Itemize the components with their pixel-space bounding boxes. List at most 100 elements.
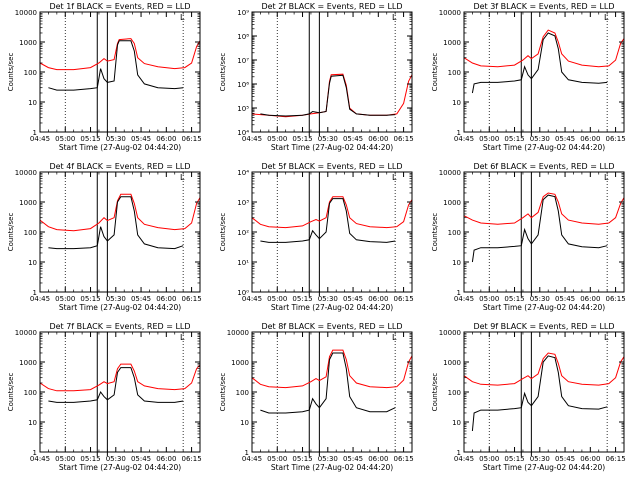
y-tick-label: 1	[33, 289, 37, 297]
x-tick-label: 05:45	[343, 135, 363, 143]
y-tick-label: 1	[33, 129, 37, 137]
y-axis-label: Counts/sec	[431, 53, 439, 92]
y-tick-label: 100	[24, 229, 37, 237]
x-axis-label: Start Time (27-Aug-02 04:44:20)	[271, 463, 393, 472]
x-tick-label: 05:30	[530, 455, 550, 463]
plot-frame	[251, 171, 413, 293]
x-axis-label: Start Time (27-Aug-02 04:44:20)	[483, 463, 605, 472]
series-line-black	[48, 196, 184, 250]
y-tick-label: 10⁷	[237, 57, 249, 65]
y-tick-label: 10	[452, 259, 461, 267]
plot-panel-det1f: Det 1f BLACK = Events, RED = LLD 1 10 100 10…	[7, 2, 202, 152]
x-tick-label: 04:45	[30, 135, 50, 143]
series-line-red	[463, 29, 625, 68]
series-line-red	[39, 193, 201, 232]
series-line-red	[39, 363, 201, 392]
x-tick-label: 04:45	[242, 455, 262, 463]
plot-title: Det 2f BLACK = Events, RED = LLD	[261, 2, 402, 11]
x-tick-label: 05:15	[504, 455, 524, 463]
x-tick-label: 06:00	[156, 135, 176, 143]
plot-panel-det5f: Det 5f BLACK = Events, RED = LLD 10⁰ 10¹ 10…	[219, 162, 414, 312]
x-tick-label: 05:00	[479, 135, 499, 143]
y-tick-label: 10⁸	[237, 33, 249, 41]
plot-panel-det9f: Det 9f BLACK = Events, RED = LLD 1 10 100 10…	[431, 322, 626, 472]
y-tick-label: 10	[452, 419, 461, 427]
x-tick-label: 04:45	[242, 135, 262, 143]
x-tick-label: 05:00	[55, 455, 75, 463]
plot-title: Det 8f BLACK = Events, RED = LLD	[261, 322, 402, 331]
series-line-black	[471, 32, 608, 94]
x-axis-label: Start Time (27-Aug-02 04:44:20)	[271, 143, 393, 152]
x-tick-label: 05:45	[343, 295, 363, 303]
y-axis-label: Counts/sec	[219, 213, 227, 252]
y-tick-label: 100	[448, 69, 461, 77]
x-tick-label: 05:45	[555, 455, 575, 463]
y-tick-label: 1	[33, 449, 37, 457]
y-axis-label: Counts/sec	[431, 373, 439, 412]
x-tick-label: 05:30	[318, 295, 338, 303]
y-tick-label: 100	[448, 229, 461, 237]
plot-frame	[463, 331, 625, 453]
x-tick-label: 06:15	[393, 455, 413, 463]
x-tick-label: 04:45	[454, 455, 474, 463]
series-line-red	[463, 192, 625, 225]
plot-frame	[251, 331, 413, 453]
corner-marker: L	[604, 333, 609, 342]
y-tick-label: 10000	[15, 9, 37, 17]
plot-panel-det7f: Det 7f BLACK = Events, RED = LLD 1 10 100 10…	[7, 322, 202, 472]
x-tick-label: 05:45	[555, 295, 575, 303]
plot-frame	[39, 331, 201, 453]
x-tick-label: 05:30	[530, 135, 550, 143]
corner-marker: L	[180, 173, 185, 182]
x-tick-label: 05:00	[267, 135, 287, 143]
x-tick-label: 06:00	[156, 295, 176, 303]
y-axis-label: Counts/sec	[219, 53, 227, 92]
series-line-black	[471, 355, 608, 432]
plot-frame	[463, 11, 625, 133]
x-tick-label: 05:45	[131, 295, 151, 303]
plot-panel-det3f: Det 3f BLACK = Events, RED = LLD 1 10 100 10…	[431, 2, 626, 152]
y-tick-label: 1000	[443, 359, 461, 367]
y-tick-label: 10²	[237, 229, 249, 237]
y-tick-label: 10	[28, 419, 37, 427]
x-tick-label: 06:00	[156, 455, 176, 463]
series-line-black	[48, 367, 184, 403]
y-tick-label: 10000	[227, 329, 249, 337]
plot-title: Det 4f BLACK = Events, RED = LLD	[49, 162, 190, 171]
y-tick-label: 1	[245, 449, 249, 457]
x-axis-label: Start Time (27-Aug-02 04:44:20)	[59, 303, 181, 312]
y-axis-label: Counts/sec	[431, 213, 439, 252]
plot-title: Det 5f BLACK = Events, RED = LLD	[261, 162, 402, 171]
x-tick-label: 05:30	[106, 455, 126, 463]
x-tick-label: 06:15	[181, 295, 201, 303]
y-axis-label: Counts/sec	[7, 53, 15, 92]
x-axis-label: Start Time (27-Aug-02 04:44:20)	[59, 143, 181, 152]
corner-marker: L	[604, 13, 609, 22]
plot-panel-det6f: Det 6f BLACK = Events, RED = LLD 1 10 100 10…	[431, 162, 626, 312]
plot-title: Det 9f BLACK = Events, RED = LLD	[473, 322, 614, 331]
series-line-red	[251, 196, 413, 229]
plot-frame	[463, 171, 625, 293]
y-tick-label: 1	[457, 289, 461, 297]
y-tick-label: 10000	[15, 329, 37, 337]
series-line-black	[260, 74, 396, 117]
x-tick-label: 05:45	[343, 455, 363, 463]
plot-frame	[39, 171, 201, 293]
x-tick-label: 05:00	[267, 295, 287, 303]
x-tick-label: 05:30	[318, 135, 338, 143]
x-tick-label: 04:45	[242, 295, 262, 303]
x-tick-label: 05:15	[292, 135, 312, 143]
corner-marker: L	[392, 173, 397, 182]
corner-marker: L	[180, 333, 185, 342]
x-tick-label: 06:00	[580, 295, 600, 303]
x-axis-label: Start Time (27-Aug-02 04:44:20)	[271, 303, 393, 312]
y-tick-label: 1	[457, 129, 461, 137]
y-tick-label: 100	[24, 389, 37, 397]
y-tick-label: 10000	[15, 169, 37, 177]
series-line-red	[39, 38, 201, 71]
x-axis-label: Start Time (27-Aug-02 04:44:20)	[483, 303, 605, 312]
x-tick-label: 05:15	[292, 455, 312, 463]
x-tick-label: 05:15	[504, 295, 524, 303]
y-tick-label: 10⁰	[237, 289, 249, 297]
x-tick-label: 06:15	[181, 135, 201, 143]
